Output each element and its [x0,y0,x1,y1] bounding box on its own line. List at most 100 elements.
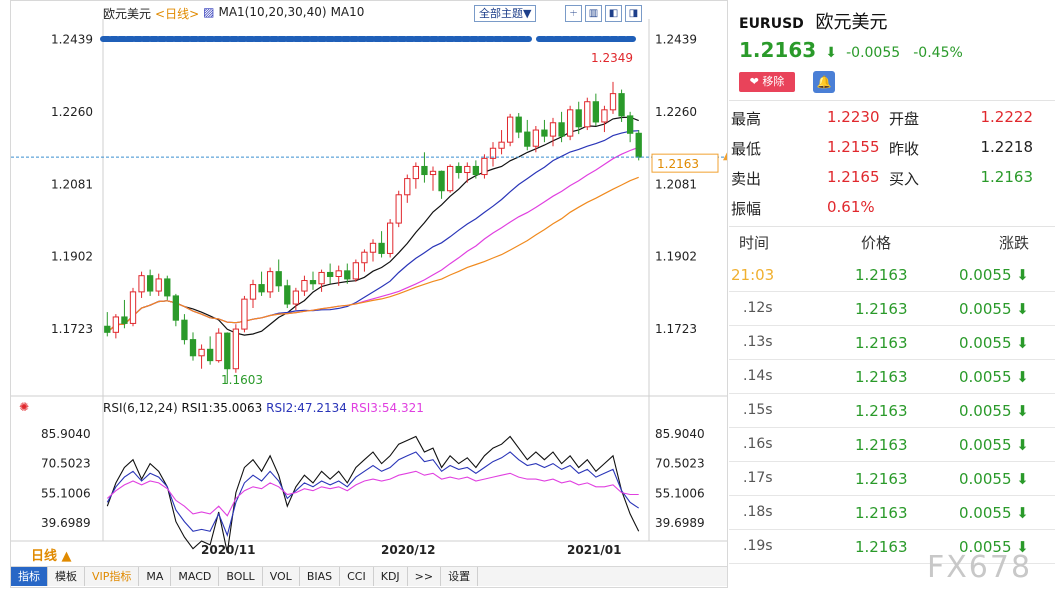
price-change-pct: -0.45% [913,45,963,61]
ma-legend: MA1(10,20,30,40) [218,5,327,19]
candle-body [498,141,505,149]
table-row: .12s 1.2163 0.0055 ⬇ [729,292,1055,326]
rsi-tick-right: 85.9040 [655,427,705,441]
candle-body [472,165,480,176]
theme-dropdown[interactable]: 全部主题▼ [474,5,537,22]
quote-value: 0.61% [827,198,875,216]
candle-body [181,319,188,341]
grid-icon[interactable]: ▥ [585,5,602,22]
rsi-tick-left: 55.1006 [41,486,91,500]
tick-price: 1.2163 [855,470,908,488]
tick-change: 0.0055 ⬇ [959,300,1029,318]
tab-2[interactable]: VIP指标 [85,567,140,586]
tab-5[interactable]: BOLL [219,567,263,586]
remove-watchlist-button[interactable]: ❤ 移除 [739,72,795,92]
candlestick-chart[interactable]: 1.2439 1.2439 1.2260 1.2260 1.2081 1.2081 1.19… [11,1,727,561]
tick-change: 0.0055 ⬇ [959,334,1029,352]
candle-body [404,178,411,196]
rsi1-line [106,435,640,553]
quote-value: 1.2165 [827,168,880,186]
zoom-out-icon[interactable]: ◨ [625,5,642,22]
chart-panel: 1.2439 1.2439 1.2260 1.2260 1.2081 1.2081 1.19… [10,0,728,588]
period-label[interactable]: 日线 ▲ [31,549,72,564]
tab-7[interactable]: BIAS [300,567,341,586]
tab-1[interactable]: 模板 [48,567,85,586]
quote-value: 1.2163 [980,168,1034,186]
candle-body [215,332,222,362]
candle-body [258,284,265,293]
candle-body [446,165,454,192]
tab-8[interactable]: CCI [340,567,374,586]
candle-body [506,116,514,143]
candle-body [429,170,437,176]
symbol-header: EURUSD 欧元美元 [739,8,888,34]
tick-change: 0.0055 ⬇ [959,470,1029,488]
rsi-legend: RSI(6,12,24) RSI1:35.0063 RSI2:47.2134 R… [103,401,424,415]
quote-row: 振幅 0.61% [729,193,1055,223]
tab-0[interactable]: 指标 [11,567,48,586]
quote-row: 最高 1.2230 开盘 1.2222 [729,103,1055,133]
rsi-tick-right: 55.1006 [655,486,705,500]
tab-4[interactable]: MACD [171,567,220,586]
price-tick-left: 1.1902 [51,250,93,264]
candle-body [309,280,317,285]
tab-6[interactable]: VOL [263,567,300,586]
quote-value: 1.2218 [980,138,1034,156]
tick-time: .18s [743,504,773,520]
quote-label: 开盘 [889,110,920,128]
crosshair-icon[interactable]: 🞡 [565,5,582,22]
tick-time: .15s [743,402,773,418]
price-tick-right: 1.1723 [655,322,697,336]
tick-time: 21:03 [731,266,775,284]
symbol-code: EURUSD [739,16,804,32]
tick-change: 0.0055 ⬇ [959,368,1029,386]
tick-time: .16s [743,436,773,452]
ma20-line [106,130,639,333]
candle-body [224,332,231,370]
candle-body [335,270,342,277]
candle-body [489,147,497,159]
candle-body [249,284,257,300]
ma-legend-icon: ▨ [203,5,215,19]
tab-9[interactable]: KDJ [374,567,408,586]
candle-body [344,270,351,280]
settings-icon: ✺ [19,400,29,414]
tab-3[interactable]: MA [139,567,172,586]
price-row: 1.2163 ⬇ -0.0055 -0.45% [739,38,963,62]
period-switch[interactable]: <日线> [155,7,200,21]
candle-body [558,122,565,137]
tick-price: 1.2163 [855,402,908,420]
table-row: .19s 1.2163 0.0055 ⬇ [729,530,1055,564]
tick-price: 1.2163 [855,538,908,556]
candle-body [352,262,360,280]
tick-time: .14s [743,368,773,384]
zoom-in-icon[interactable]: ◧ [605,5,622,22]
candle-body [326,271,334,277]
candle-body [232,328,240,370]
tab-10[interactable]: >> [408,567,442,586]
rsi-tick-left: 85.9040 [41,427,91,441]
quote-panel: EURUSD 欧元美元 1.2163 ⬇ -0.0055 -0.45% ❤ 移除… [729,0,1055,603]
candle-body [275,271,282,287]
tick-change: 0.0055 ⬇ [959,504,1029,522]
table-row: 21:03 1.2163 0.0055 ⬇ [729,258,1055,292]
candle-body [626,115,634,134]
candle-body [524,131,531,147]
tick-price: 1.2163 [855,334,908,352]
tick-price: 1.2163 [855,266,908,284]
quote-label: 振幅 [731,200,762,218]
candle-body [164,278,171,297]
bell-icon[interactable]: 🔔 [813,71,835,93]
candle-body [241,298,248,330]
price-tick-left: 1.2260 [51,105,93,119]
candle-body [481,157,488,176]
candle-body [549,122,557,137]
quote-row: 卖出 1.2165 买入 1.2163 [729,163,1055,193]
rsi3-value: RSI3:54.321 [350,401,424,415]
rsi-label: RSI(6,12,24) [103,401,178,415]
candle-body [206,348,214,362]
candle-body [412,165,420,180]
current-price-box [651,153,719,173]
candle-body [369,242,377,253]
tab-11[interactable]: 设置 [441,567,479,586]
